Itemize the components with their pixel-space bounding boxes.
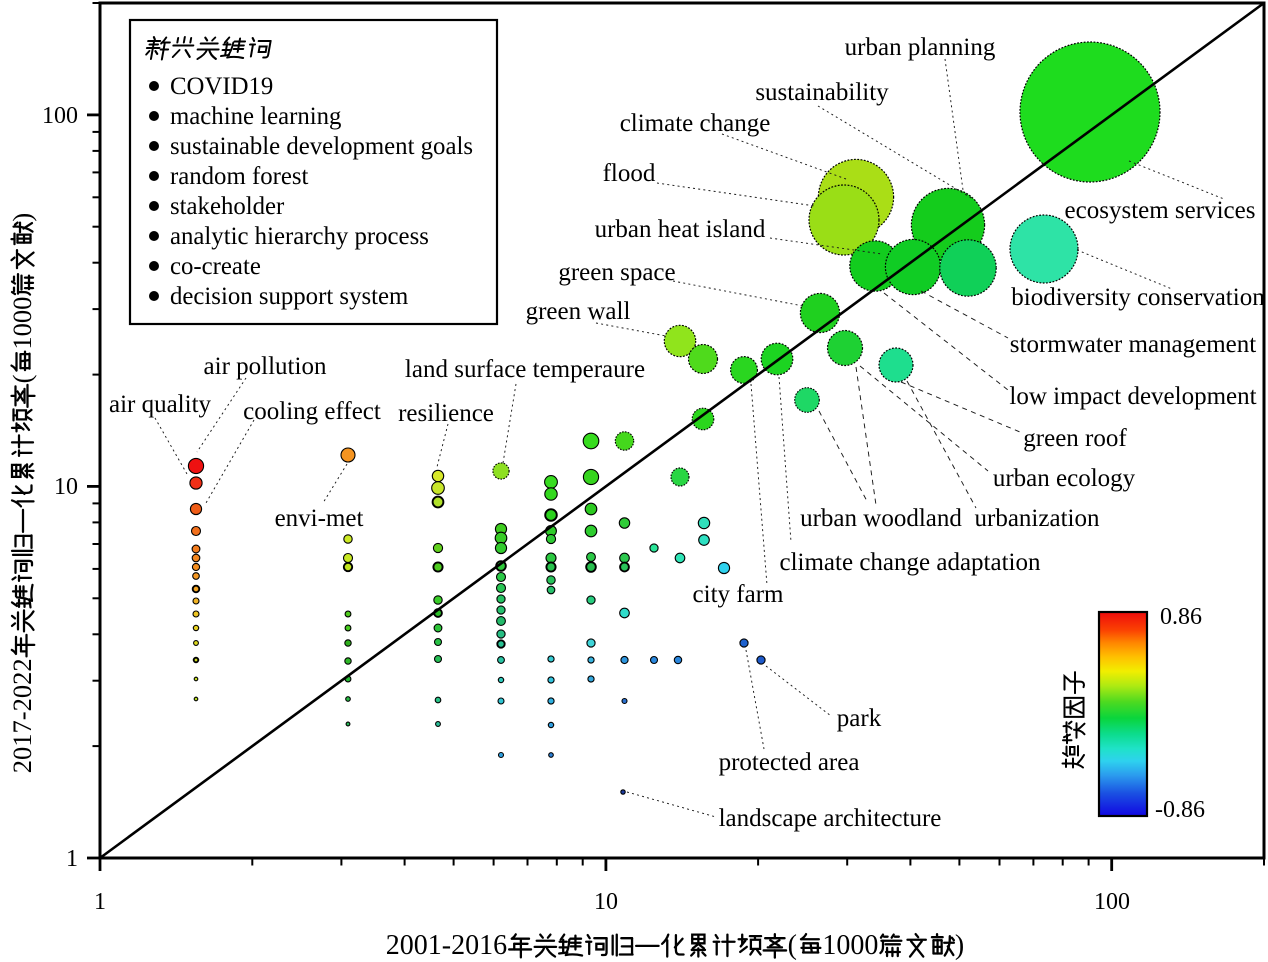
svg-text:resilience: resilience	[398, 400, 494, 427]
svg-text:1: 1	[94, 889, 106, 915]
svg-text:cooling effect: cooling effect	[243, 398, 381, 425]
svg-text:envi-met: envi-met	[275, 505, 364, 532]
svg-text:random forest: random forest	[170, 163, 309, 190]
svg-text:land surface temperaure: land surface temperaure	[405, 356, 645, 383]
svg-text:machine learning: machine learning	[170, 103, 341, 130]
svg-text:air quality: air quality	[109, 391, 212, 418]
svg-text:urban planning: urban planning	[845, 34, 996, 61]
svg-text:): )	[955, 930, 964, 961]
svg-text:green space: green space	[558, 259, 675, 286]
svg-text:10: 10	[54, 474, 78, 500]
svg-text:1000: 1000	[822, 930, 878, 961]
svg-text:city farm: city farm	[693, 581, 784, 608]
svg-text:landscape architecture: landscape architecture	[719, 805, 942, 832]
svg-text:stakeholder: stakeholder	[170, 193, 285, 220]
svg-text:2001-2016: 2001-2016	[386, 930, 507, 961]
svg-text:biodiversity conservation: biodiversity conservation	[1011, 284, 1265, 311]
svg-text:1000: 1000	[7, 297, 37, 350]
svg-text:urban ecology: urban ecology	[993, 465, 1136, 492]
svg-text:green wall: green wall	[526, 298, 631, 325]
svg-text:100: 100	[42, 103, 78, 129]
svg-text:climate change adaptation: climate change adaptation	[780, 549, 1041, 576]
svg-text:flood: flood	[603, 160, 656, 187]
svg-text:climate change: climate change	[620, 110, 771, 137]
svg-text:air pollution: air pollution	[204, 353, 327, 380]
svg-text:co-create: co-create	[170, 253, 261, 280]
svg-text:100: 100	[1094, 889, 1130, 915]
svg-text:decision support system: decision support system	[170, 283, 408, 310]
svg-text:urban woodland: urban woodland	[800, 505, 962, 532]
svg-text:protected area: protected area	[719, 749, 860, 776]
svg-text:analytic hierarchy process: analytic hierarchy process	[170, 223, 429, 250]
svg-text:park: park	[837, 705, 882, 732]
svg-text:ecosystem services: ecosystem services	[1065, 197, 1256, 224]
svg-text:urban heat island: urban heat island	[595, 216, 766, 243]
svg-text:-0.86: -0.86	[1155, 797, 1205, 823]
svg-text:): )	[7, 213, 37, 222]
svg-text:(: (	[788, 930, 797, 961]
svg-text:low impact development: low impact development	[1009, 383, 1256, 410]
svg-text:sustainability: sustainability	[755, 79, 889, 106]
svg-text:green roof: green roof	[1023, 425, 1127, 452]
svg-text:COVID19: COVID19	[170, 73, 273, 100]
svg-text:(: (	[7, 375, 37, 384]
svg-text:stormwater management: stormwater management	[1010, 331, 1256, 358]
svg-text:1: 1	[66, 846, 78, 872]
svg-text:0.86: 0.86	[1160, 604, 1202, 630]
svg-text:10: 10	[594, 889, 618, 915]
svg-text:sustainable development goals: sustainable development goals	[170, 133, 473, 160]
svg-text:urbanization: urbanization	[975, 505, 1100, 532]
svg-text:2017-2022: 2017-2022	[7, 658, 37, 773]
